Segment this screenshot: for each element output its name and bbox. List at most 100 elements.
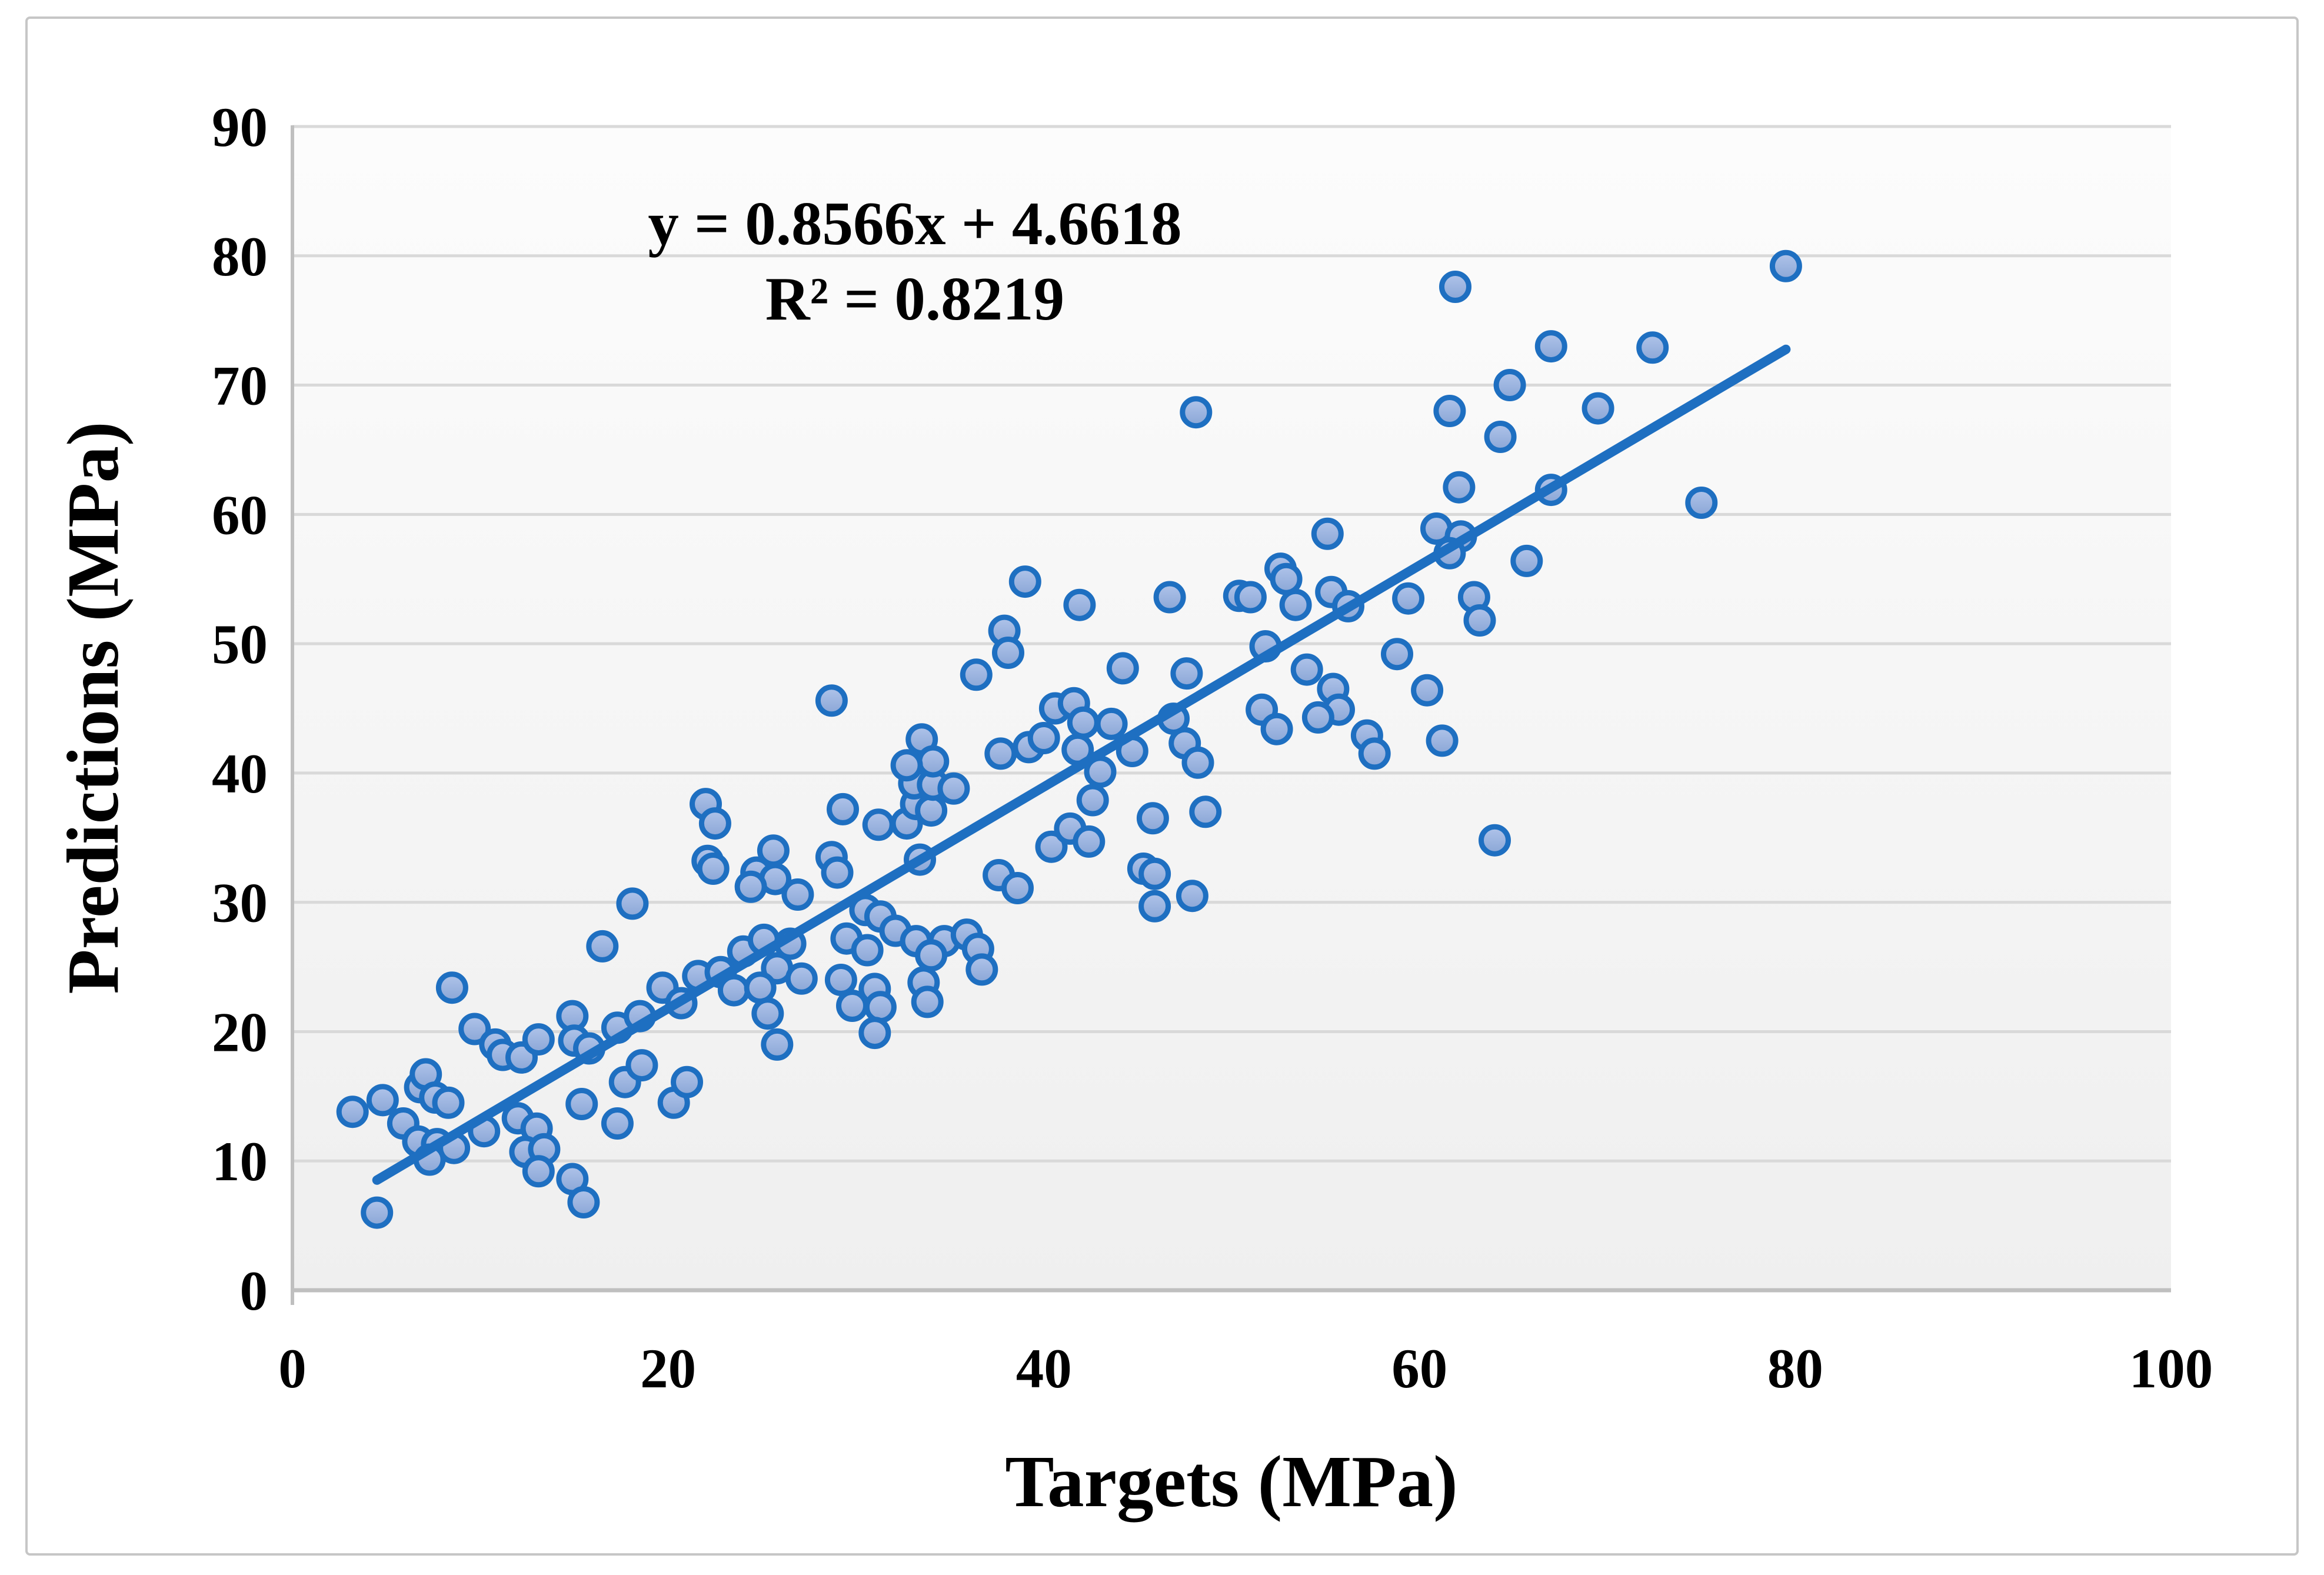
data-point xyxy=(827,793,859,825)
data-point xyxy=(717,974,750,1007)
data-point xyxy=(1067,706,1100,739)
data-point xyxy=(1073,825,1106,858)
data-point xyxy=(1534,330,1567,363)
x-tick-label: 60 xyxy=(1391,1337,1447,1400)
x-tick-label: 0 xyxy=(278,1337,307,1400)
data-point xyxy=(1433,395,1466,427)
trendline xyxy=(372,344,1791,1185)
data-point xyxy=(586,930,619,963)
data-point xyxy=(1439,271,1471,303)
data-point xyxy=(697,853,730,885)
y-tick-label: 60 xyxy=(212,484,268,546)
x-tick-label: 40 xyxy=(1016,1337,1072,1400)
trendline-equation-label: y = 0.8566x + 4.6618 xyxy=(648,189,1181,258)
data-point xyxy=(984,737,1017,770)
data-point xyxy=(1008,565,1041,598)
data-point xyxy=(1153,581,1186,614)
y-tick-label: 70 xyxy=(212,355,268,417)
data-point xyxy=(915,794,948,827)
data-point xyxy=(1381,638,1413,671)
data-point xyxy=(917,745,950,778)
data-point xyxy=(911,985,944,1018)
data-point xyxy=(890,749,923,782)
data-point xyxy=(1392,582,1425,615)
data-point xyxy=(1463,604,1496,637)
data-point xyxy=(671,1065,703,1098)
data-point xyxy=(1001,872,1034,904)
data-point xyxy=(1063,588,1096,621)
data-point xyxy=(1027,722,1060,754)
data-point xyxy=(1189,795,1222,828)
data-point xyxy=(1769,249,1802,282)
data-point xyxy=(1270,562,1303,595)
data-point xyxy=(435,971,468,1004)
data-point xyxy=(616,887,649,920)
data-point xyxy=(1411,674,1444,707)
data-point xyxy=(1301,701,1334,734)
data-point xyxy=(1138,857,1171,890)
data-point xyxy=(851,934,884,967)
r-squared-label: R² = 0.8219 xyxy=(765,264,1064,333)
data-point xyxy=(1358,737,1391,770)
data-point xyxy=(1636,331,1669,364)
y-tick-label: 50 xyxy=(212,613,268,675)
data-point xyxy=(1479,824,1511,857)
data-point xyxy=(1180,396,1213,429)
data-point xyxy=(1095,707,1128,740)
data-point xyxy=(1181,746,1214,779)
data-point xyxy=(960,658,993,691)
data-point xyxy=(757,834,790,867)
plot-area xyxy=(292,125,2171,1290)
data-point xyxy=(862,808,895,841)
data-point xyxy=(522,1023,555,1056)
data-point xyxy=(824,964,857,996)
data-point xyxy=(1260,712,1293,745)
y-tick-label: 0 xyxy=(240,1260,268,1322)
data-point xyxy=(761,1028,794,1061)
data-point xyxy=(744,971,777,1004)
data-point xyxy=(1136,802,1169,835)
data-point xyxy=(1443,471,1476,504)
data-point xyxy=(937,772,970,805)
x-tick-label: 80 xyxy=(1767,1337,1823,1400)
data-point xyxy=(567,1186,600,1218)
data-point xyxy=(858,1017,891,1050)
data-point xyxy=(1581,392,1614,425)
data-point xyxy=(1176,880,1208,913)
data-point xyxy=(1493,369,1526,401)
data-point xyxy=(366,1084,399,1117)
data-point xyxy=(601,1107,634,1140)
scatter-points-group xyxy=(336,249,1802,1229)
y-tick-label: 30 xyxy=(212,872,268,934)
data-point xyxy=(1484,421,1517,453)
data-point xyxy=(625,1049,658,1082)
data-point xyxy=(915,939,948,972)
y-tick-label: 10 xyxy=(212,1130,268,1193)
data-point xyxy=(864,991,897,1024)
data-point xyxy=(1106,652,1139,685)
data-point xyxy=(1234,581,1267,614)
data-point xyxy=(1279,588,1312,621)
data-point xyxy=(785,962,818,995)
y-tick-label: 20 xyxy=(212,1001,268,1063)
x-axis-title: Targets (MPa) xyxy=(1005,1441,1457,1523)
data-point xyxy=(815,684,848,717)
data-point xyxy=(781,878,814,911)
y-tick-label: 80 xyxy=(212,225,268,288)
data-point xyxy=(1035,830,1068,863)
data-point xyxy=(1290,653,1323,686)
data-point xyxy=(751,997,784,1030)
x-tick-labels-group: 0 20 40 60 80 100 xyxy=(278,1337,2213,1400)
data-point xyxy=(1311,517,1344,550)
data-point xyxy=(522,1155,555,1188)
data-point xyxy=(698,807,731,840)
data-point xyxy=(458,1013,491,1045)
data-point xyxy=(1426,724,1459,757)
data-point xyxy=(965,953,998,986)
data-point xyxy=(734,870,767,903)
data-point xyxy=(1138,890,1171,923)
y-axis-title: Predictions (MPa) xyxy=(53,421,134,994)
data-point xyxy=(821,856,854,889)
